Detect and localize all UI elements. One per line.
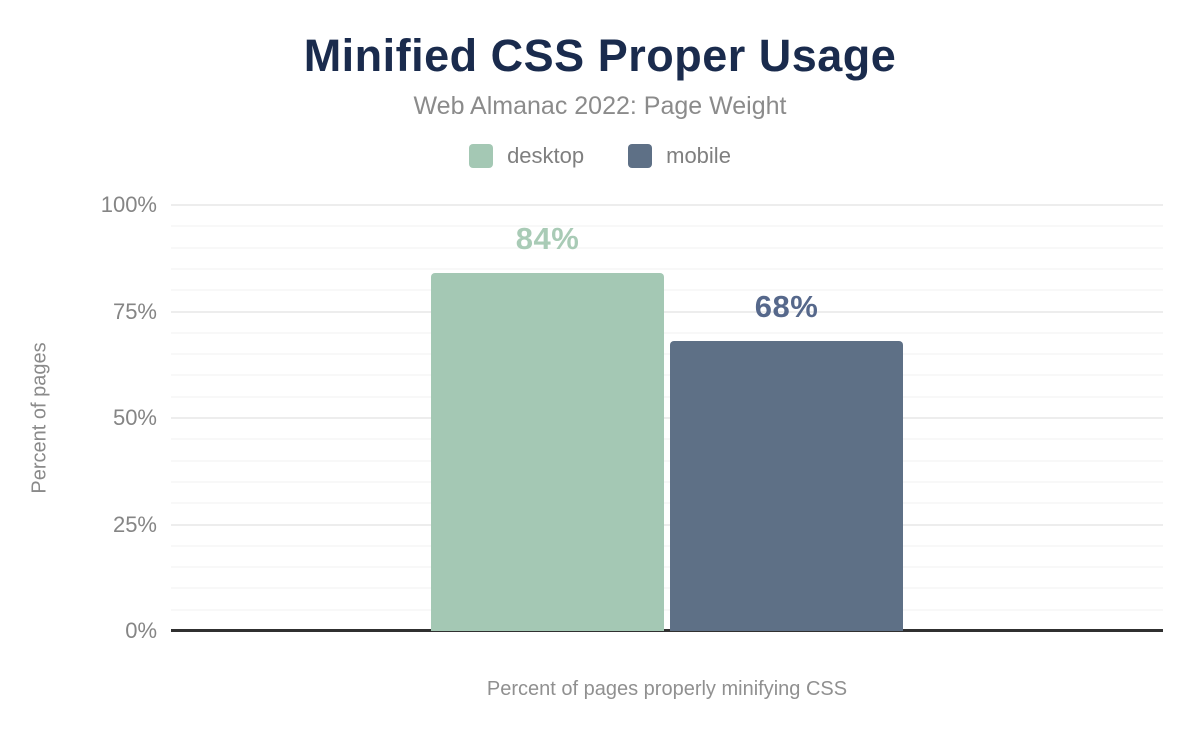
bar-mobile bbox=[670, 341, 903, 631]
minor-gridline bbox=[171, 395, 1163, 398]
bar-desktop bbox=[431, 273, 664, 631]
y-tick-label: 75% bbox=[112, 298, 157, 324]
minor-gridline bbox=[171, 459, 1163, 462]
y-tick-label: 0% bbox=[125, 618, 157, 643]
minor-gridline bbox=[171, 566, 1163, 569]
bar-value-label-desktop: 84% bbox=[515, 221, 580, 257]
minor-gridline bbox=[171, 587, 1163, 590]
minor-gridline bbox=[171, 331, 1163, 334]
mobile-swatch-icon bbox=[628, 144, 653, 168]
legend: desktop mobile bbox=[0, 143, 1200, 169]
minor-gridline bbox=[171, 502, 1163, 505]
major-gridline bbox=[171, 310, 1163, 313]
minor-gridline bbox=[171, 353, 1163, 356]
minor-gridline bbox=[171, 544, 1163, 547]
legend-item-mobile: mobile bbox=[628, 143, 731, 169]
chart-title: Minified CSS Proper Usage bbox=[303, 30, 897, 81]
y-tick-label: 50% bbox=[112, 405, 157, 430]
minor-gridline bbox=[171, 267, 1163, 270]
x-axis-caption: Percent of pages properly minifying CSS bbox=[486, 678, 848, 700]
minor-gridline bbox=[171, 246, 1163, 249]
y-tick-label: 100% bbox=[100, 192, 157, 217]
bar-value-label-mobile: 68% bbox=[754, 289, 819, 325]
major-gridline bbox=[171, 417, 1163, 419]
y-tick-label: 25% bbox=[112, 511, 157, 537]
legend-item-desktop: desktop bbox=[469, 143, 584, 169]
minor-gridline bbox=[171, 374, 1163, 377]
plot-area: 84% 68% bbox=[171, 204, 1163, 632]
desktop-swatch-icon bbox=[469, 144, 494, 168]
legend-label-mobile: mobile bbox=[666, 143, 731, 168]
major-gridline bbox=[171, 523, 1163, 526]
minor-gridline bbox=[171, 225, 1163, 228]
major-gridline bbox=[171, 204, 1163, 206]
minor-gridline bbox=[171, 438, 1163, 441]
minor-gridline bbox=[171, 608, 1163, 611]
x-axis-line bbox=[171, 629, 1163, 632]
legend-label-desktop: desktop bbox=[507, 143, 585, 168]
chart-subtitle: Web Almanac 2022: Page Weight bbox=[413, 92, 787, 120]
minor-gridline bbox=[171, 289, 1163, 292]
minor-gridline bbox=[171, 480, 1163, 483]
y-axis-title: Percent of pages bbox=[28, 342, 51, 494]
